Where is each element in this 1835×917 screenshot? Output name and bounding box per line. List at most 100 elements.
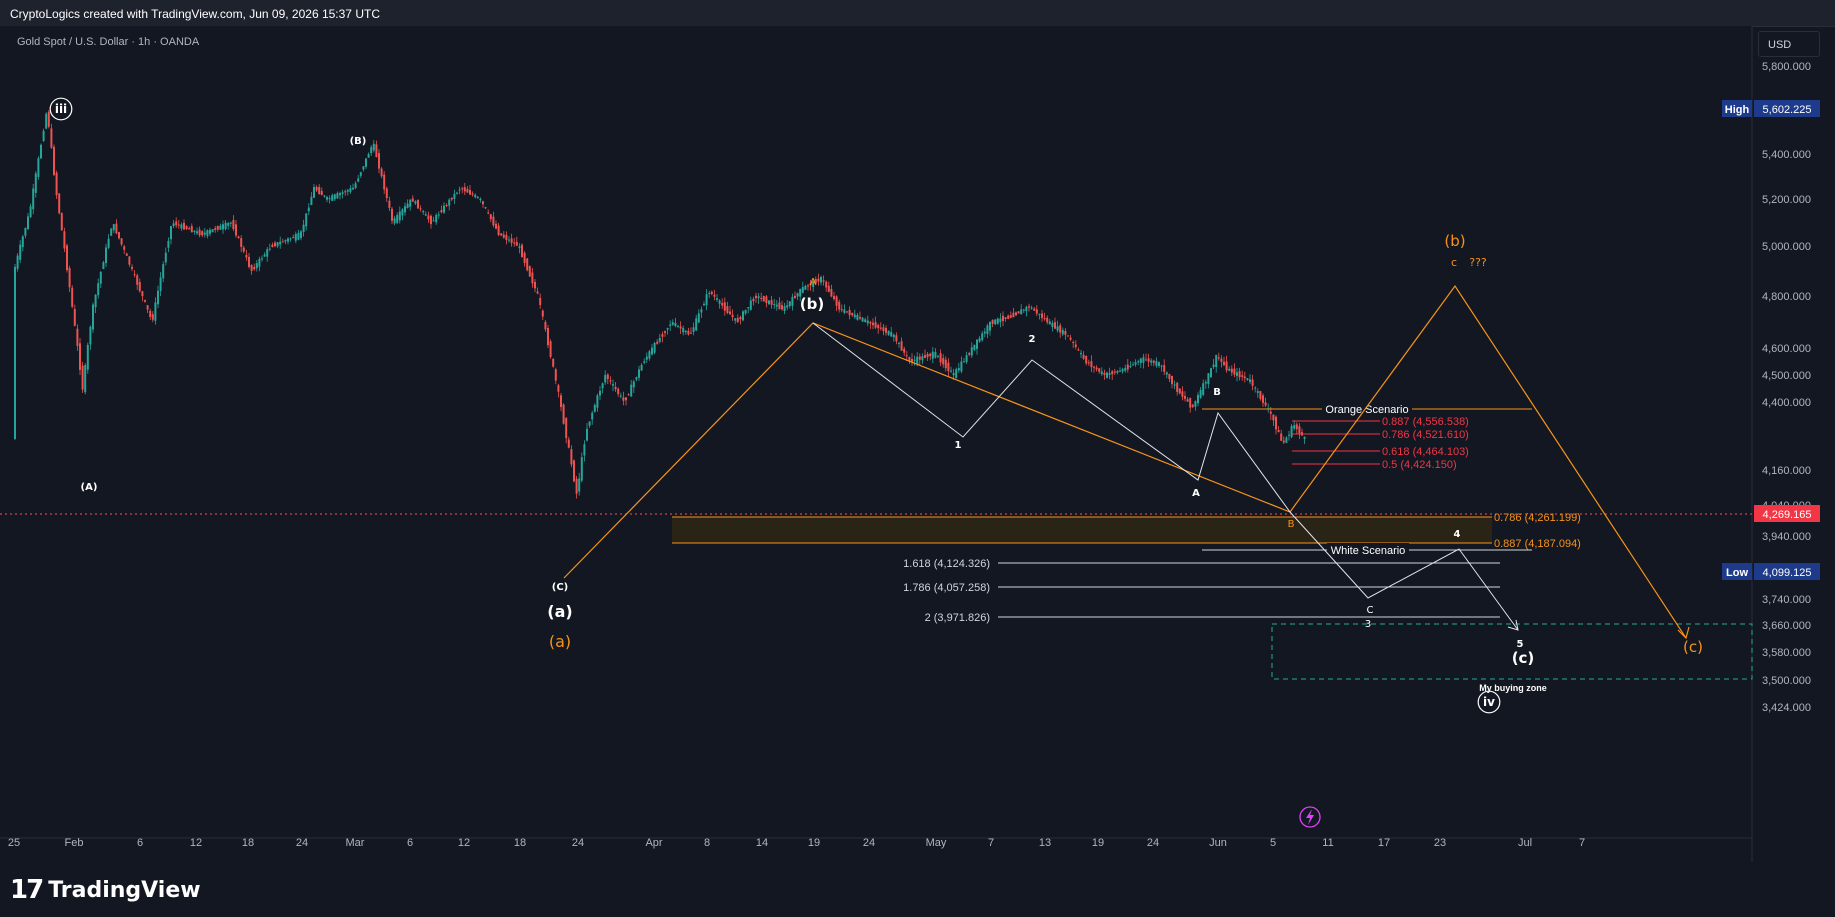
candle-body — [697, 313, 700, 323]
candle-body — [830, 289, 833, 297]
candle-body — [781, 305, 783, 310]
wave-label: A — [810, 277, 817, 288]
candle-body — [645, 356, 648, 360]
y-tick-label: 4,400.000 — [1762, 397, 1811, 409]
orange-fib-label: 0.887 (4,187.094) — [1494, 538, 1581, 550]
wave-label: (a) — [549, 632, 571, 651]
candle-body — [599, 390, 601, 396]
candle-body — [1197, 394, 1199, 404]
candle-body — [268, 248, 271, 250]
x-tick-label: Mar — [346, 837, 365, 849]
candle-body — [944, 359, 947, 369]
candle-body — [1072, 342, 1075, 344]
wave-label: 3 — [1365, 619, 1371, 630]
x-tick-label: 19 — [1092, 837, 1104, 849]
candle-body — [1002, 315, 1004, 322]
candle-body — [1012, 312, 1015, 318]
candle-body — [1293, 425, 1296, 429]
candle-body — [1067, 335, 1069, 337]
candle-body — [284, 240, 287, 242]
wave-label: 4 — [1454, 529, 1461, 540]
candle-body — [820, 276, 822, 283]
y-tick-label: 3,940.000 — [1762, 531, 1811, 543]
candle-body — [690, 332, 692, 334]
candle-body — [367, 154, 370, 158]
candle-body — [729, 311, 731, 315]
candle-body — [606, 374, 609, 380]
candle-body — [1184, 395, 1186, 399]
candle-body — [396, 215, 399, 223]
candle-body — [976, 339, 978, 349]
candle-body — [1106, 372, 1108, 378]
candle-body — [1262, 395, 1264, 403]
candle-body — [541, 310, 544, 317]
candle-body — [773, 303, 776, 305]
candle-body — [695, 318, 698, 331]
candle-body — [198, 229, 201, 236]
candle-body — [708, 292, 711, 294]
candle-body — [817, 278, 820, 282]
price-badge-value: 5,602.225 — [1763, 104, 1812, 116]
candle-body — [112, 224, 115, 231]
candle-body — [372, 143, 375, 151]
candle-body — [1295, 424, 1298, 430]
candle-body — [1030, 307, 1033, 309]
candle-body — [1108, 373, 1111, 375]
candle-body — [255, 263, 258, 269]
candle-body — [851, 312, 854, 316]
candle-body — [60, 212, 63, 231]
candle-body — [219, 225, 222, 230]
buying-zone-label: My buying zone — [1479, 683, 1547, 693]
candle-body — [24, 227, 27, 236]
candle-body — [627, 394, 630, 396]
candle-body — [1194, 401, 1197, 407]
candle-body — [474, 194, 477, 198]
candle-body — [14, 266, 16, 440]
candle-body — [523, 252, 526, 263]
x-tick-label: 7 — [988, 837, 994, 849]
candle-body — [739, 317, 742, 320]
candle-body — [986, 325, 989, 334]
candle-body — [34, 173, 37, 193]
candle-body — [1155, 361, 1158, 366]
candle-body — [843, 309, 846, 313]
candle-body — [981, 333, 984, 341]
candle-body — [274, 242, 276, 247]
candle-body — [1126, 364, 1129, 370]
candle-body — [107, 238, 110, 248]
candle-body — [643, 361, 646, 363]
candle-body — [866, 320, 869, 324]
candle-body — [752, 298, 755, 302]
candle-body — [344, 191, 347, 193]
candle-body — [575, 478, 578, 494]
tradingview-logo-text: TradingView — [48, 877, 201, 903]
candle-body — [518, 246, 521, 248]
candle-body — [528, 266, 531, 277]
candle-body — [362, 166, 365, 170]
price-chart[interactable]: 5,800.000 5,400.000 5,200.000 5,000.000 4,80… — [0, 0, 1835, 862]
candle-body — [354, 183, 357, 189]
candle-body — [827, 285, 830, 292]
x-tick-label: 11 — [1322, 837, 1333, 849]
candle-body — [622, 397, 625, 401]
candle-body — [201, 231, 204, 236]
candle-body — [430, 215, 432, 225]
candle-body — [565, 417, 568, 439]
y-tick-label: 3,424.000 — [1762, 702, 1811, 714]
candle-body — [175, 221, 178, 226]
tradingview-logo[interactable]: 17 TradingView — [10, 875, 201, 905]
candle-body — [318, 186, 321, 195]
candle-body — [73, 309, 76, 326]
candle-body — [385, 188, 388, 199]
candle-body — [788, 301, 791, 307]
wave-label: A — [1192, 488, 1200, 499]
candle-body — [890, 332, 893, 337]
candle-body — [1272, 414, 1275, 421]
red-fib-label: 0.5 (4,424.150) — [1382, 459, 1457, 471]
candle-body — [1051, 322, 1054, 327]
candle-body — [934, 351, 937, 358]
currency-button[interactable]: USD — [1758, 31, 1820, 57]
candle-body — [760, 297, 763, 299]
candle-body — [513, 242, 516, 244]
candle-body — [1145, 359, 1147, 361]
